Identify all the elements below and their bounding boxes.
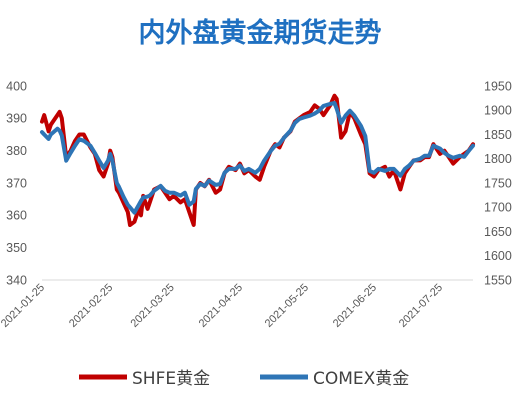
right-axis-tick-label: 1900	[484, 104, 512, 118]
left-axis-tick-label: 400	[6, 79, 27, 93]
left-y-axis: 340 350 360 370 380 390 400	[6, 79, 27, 287]
right-axis-tick-label: 1650	[484, 225, 512, 239]
right-axis-tick-label: 1700	[484, 201, 512, 215]
legend-item: SHFE黄金	[79, 369, 210, 389]
left-axis-tick-label: 340	[6, 273, 27, 287]
x-axis-tick-label: 2021-07-25	[397, 282, 445, 330]
right-axis-tick-label: 1850	[484, 128, 512, 142]
x-axis: 2021-01-25 2021-02-25 2021-03-25 2021-04-25…	[0, 282, 445, 330]
x-axis-tick-label: 2021-05-25	[263, 282, 311, 330]
left-axis-tick-label: 360	[6, 209, 27, 223]
right-axis-tick-label: 1800	[484, 152, 512, 166]
legend-item: COMEX黄金	[260, 369, 409, 389]
left-axis-tick-label: 350	[6, 241, 27, 255]
chart-title: 内外盘黄金期货走势	[139, 17, 382, 49]
legend-label: SHFE黄金	[132, 369, 210, 389]
right-axis-tick-label: 1550	[484, 273, 512, 287]
x-axis-tick-label: 2021-03-25	[129, 282, 177, 330]
x-axis-tick-label: 2021-02-25	[67, 282, 115, 330]
right-axis-tick-label: 1750	[484, 176, 512, 190]
left-axis-tick-label: 390	[6, 112, 27, 126]
x-axis-tick-label: 2021-01-25	[0, 282, 47, 330]
left-axis-tick-label: 370	[6, 176, 27, 190]
right-y-axis: 1550 1600 1650 1700 1750 1800 1850 1900 1950	[484, 79, 512, 287]
plot-area	[40, 93, 475, 227]
x-axis-tick-label: 2021-06-25	[331, 282, 379, 330]
x-axis-tick-label: 2021-04-25	[197, 282, 245, 330]
right-axis-tick-label: 1600	[484, 249, 512, 263]
left-axis-tick-label: 380	[6, 144, 27, 158]
legend: SHFE黄金 COMEX黄金	[79, 369, 409, 389]
right-axis-tick-label: 1950	[484, 79, 512, 93]
series-line-2	[40, 101, 475, 215]
legend-label: COMEX黄金	[313, 369, 409, 389]
